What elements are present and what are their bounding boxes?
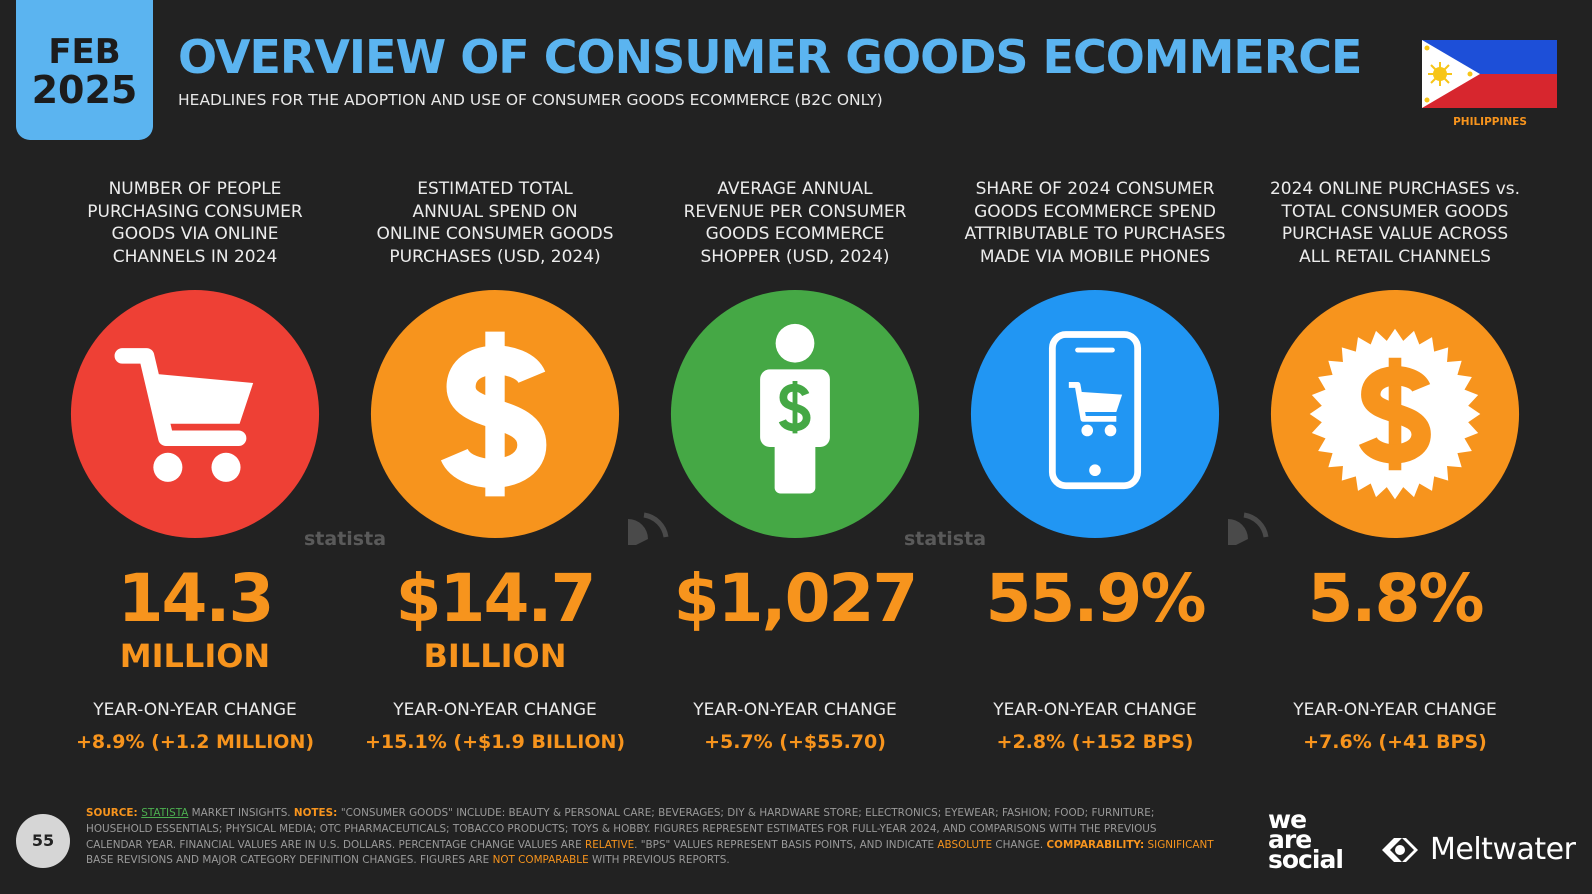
subtitle: HEADLINES FOR THE ADOPTION AND USE OF CO… [178, 91, 883, 109]
title: OVERVIEW OF CONSUMER GOODS ECOMMERCE [178, 30, 1362, 84]
label-line: REVENUE PER CONSUMER [683, 201, 907, 222]
stat-value: 14.3 [117, 560, 275, 637]
cart-icon [70, 289, 320, 539]
date-year: 2025 [31, 68, 138, 112]
watermark: statista [304, 528, 387, 550]
footnote-segment: NOT COMPARABLE [492, 854, 589, 867]
label-line: NUMBER OF PEOPLE [108, 179, 282, 199]
change-value: +5.7% (+$55.70) [704, 731, 886, 753]
stat-value: $14.7 [395, 560, 597, 637]
change-label: YEAR-ON-YEAR CHANGE [393, 700, 597, 720]
stat-value: $1,027 [673, 560, 919, 637]
label-line: MADE VIA MOBILE PHONES [979, 246, 1211, 267]
change-value: +15.1% (+$1.9 BILLION) [364, 731, 626, 753]
page-number: 55 [16, 814, 70, 868]
label-line: PURCHASE VALUE ACROSS [1281, 224, 1509, 244]
footnote-segment: SOURCE: [86, 807, 142, 819]
watermark: statista [904, 528, 987, 550]
change-label: YEAR-ON-YEAR CHANGE [693, 700, 897, 720]
footnote-segment: ABSOLUTE [937, 838, 993, 851]
footnote-segment: BASE REVISIONS AND MAJOR CATEGORY DEFINI… [86, 854, 493, 867]
footnote: SOURCE: STATISTA MARKET INSIGHTS. NOTES:… [86, 806, 1216, 869]
stat-label: NUMBER OF PEOPLE PURCHASING CONSUMER GOODS… [35, 178, 355, 278]
logo-word: social [1268, 845, 1344, 874]
source-logo [628, 512, 669, 545]
date-badge: FEB 2025 [16, 0, 153, 140]
footnote-segment: STATISTA [141, 807, 189, 819]
footnote-segment: MARKET INSIGHTS. [188, 807, 294, 819]
label-line: ALL RETAIL CHANNELS [1299, 246, 1491, 267]
stat-card: NUMBER OF PEOPLE PURCHASING CONSUMER GOODS… [35, 178, 355, 753]
source-logo [1228, 512, 1269, 545]
label-line: PURCHASES (USD, 2024) [389, 246, 601, 267]
footnote-segment: RELATIVE [584, 838, 635, 851]
dollar-icon [370, 289, 620, 539]
stat-label: SHARE OF 2024 CONSUMER GOODS ECOMMERCE SP… [935, 178, 1255, 278]
label-line: AVERAGE ANNUAL [717, 179, 873, 199]
label-line: PURCHASING CONSUMER [87, 201, 303, 222]
stat-label: AVERAGE ANNUAL REVENUE PER CONSUMER GOODS … [635, 178, 955, 278]
footnote-segment: NOTES: [293, 807, 341, 819]
footnote-segment: CHANGE. [992, 838, 1047, 851]
date-month: FEB [48, 32, 121, 72]
footnote-segment: SIGNIFICANT [1147, 838, 1214, 851]
stat-card: ESTIMATED TOTAL ANNUAL SPEND ON ONLINE CON… [335, 178, 655, 753]
label-line: ANNUAL SPEND ON [412, 201, 578, 222]
change-label: YEAR-ON-YEAR CHANGE [93, 700, 297, 720]
label-line: SHARE OF 2024 CONSUMER [975, 179, 1215, 199]
label-line: 2024 ONLINE PURCHASES vs. [1269, 179, 1521, 199]
stat-card: AVERAGE ANNUAL REVENUE PER CONSUMER GOODS … [635, 178, 955, 753]
logo-word: are [1268, 825, 1312, 854]
shopper-icon [670, 289, 920, 539]
change-value: +2.8% (+152 BPS) [996, 731, 1194, 753]
stat-card: 2024 ONLINE PURCHASES vs. TOTAL CONSUMER … [1235, 178, 1555, 753]
mobile-icon [970, 289, 1220, 539]
flag [1422, 40, 1557, 108]
change-value: +8.9% (+1.2 MILLION) [75, 731, 315, 753]
stat-value: 5.8% [1307, 560, 1484, 637]
stat-card: SHARE OF 2024 CONSUMER GOODS ECOMMERCE SP… [935, 178, 1255, 753]
footnote-segment: WITH PREVIOUS REPORTS. [588, 854, 730, 867]
country-label: PHILIPPINES [1453, 116, 1527, 128]
label-line: SHOPPER (USD, 2024) [700, 246, 890, 267]
label-line: GOODS ECOMMERCE SPEND [974, 201, 1216, 222]
label-line: ESTIMATED TOTAL [417, 179, 573, 199]
badge-icon [1270, 289, 1520, 539]
label-line: ATTRIBUTABLE TO PURCHASES [964, 224, 1226, 244]
footnote-segment: COMPARABILITY: [1046, 838, 1145, 851]
partner-logo: Meltwater [1430, 832, 1576, 867]
stat-value: 55.9% [985, 560, 1207, 637]
change-label: YEAR-ON-YEAR CHANGE [993, 700, 1197, 720]
logo-word: we [1268, 805, 1307, 834]
label-line: TOTAL CONSUMER GOODS [1281, 201, 1509, 222]
change-label: YEAR-ON-YEAR CHANGE [1293, 700, 1497, 720]
stat-label: ESTIMATED TOTAL ANNUAL SPEND ON ONLINE CON… [335, 178, 655, 278]
stat-unit: BILLION [423, 637, 567, 675]
label-line: GOODS VIA ONLINE [111, 224, 279, 244]
footnote-segment: "CONSUMER GOODS" INCLUDE: BEAUTY & PERSO… [86, 807, 1157, 851]
footnote-segment: . "BPS" VALUES REPRESENT BASIS POINTS, A… [634, 838, 938, 851]
label-line: GOODS ECOMMERCE [705, 224, 885, 244]
label-line: ONLINE CONSUMER GOODS [376, 224, 614, 244]
agency-logo: we are social [1268, 805, 1344, 874]
partner-mark [1382, 838, 1418, 862]
stat-label: 2024 ONLINE PURCHASES vs. TOTAL CONSUMER … [1235, 178, 1555, 278]
change-value: +7.6% (+41 BPS) [1303, 731, 1487, 753]
stat-unit: MILLION [119, 637, 271, 675]
label-line: CHANNELS IN 2024 [112, 246, 278, 267]
